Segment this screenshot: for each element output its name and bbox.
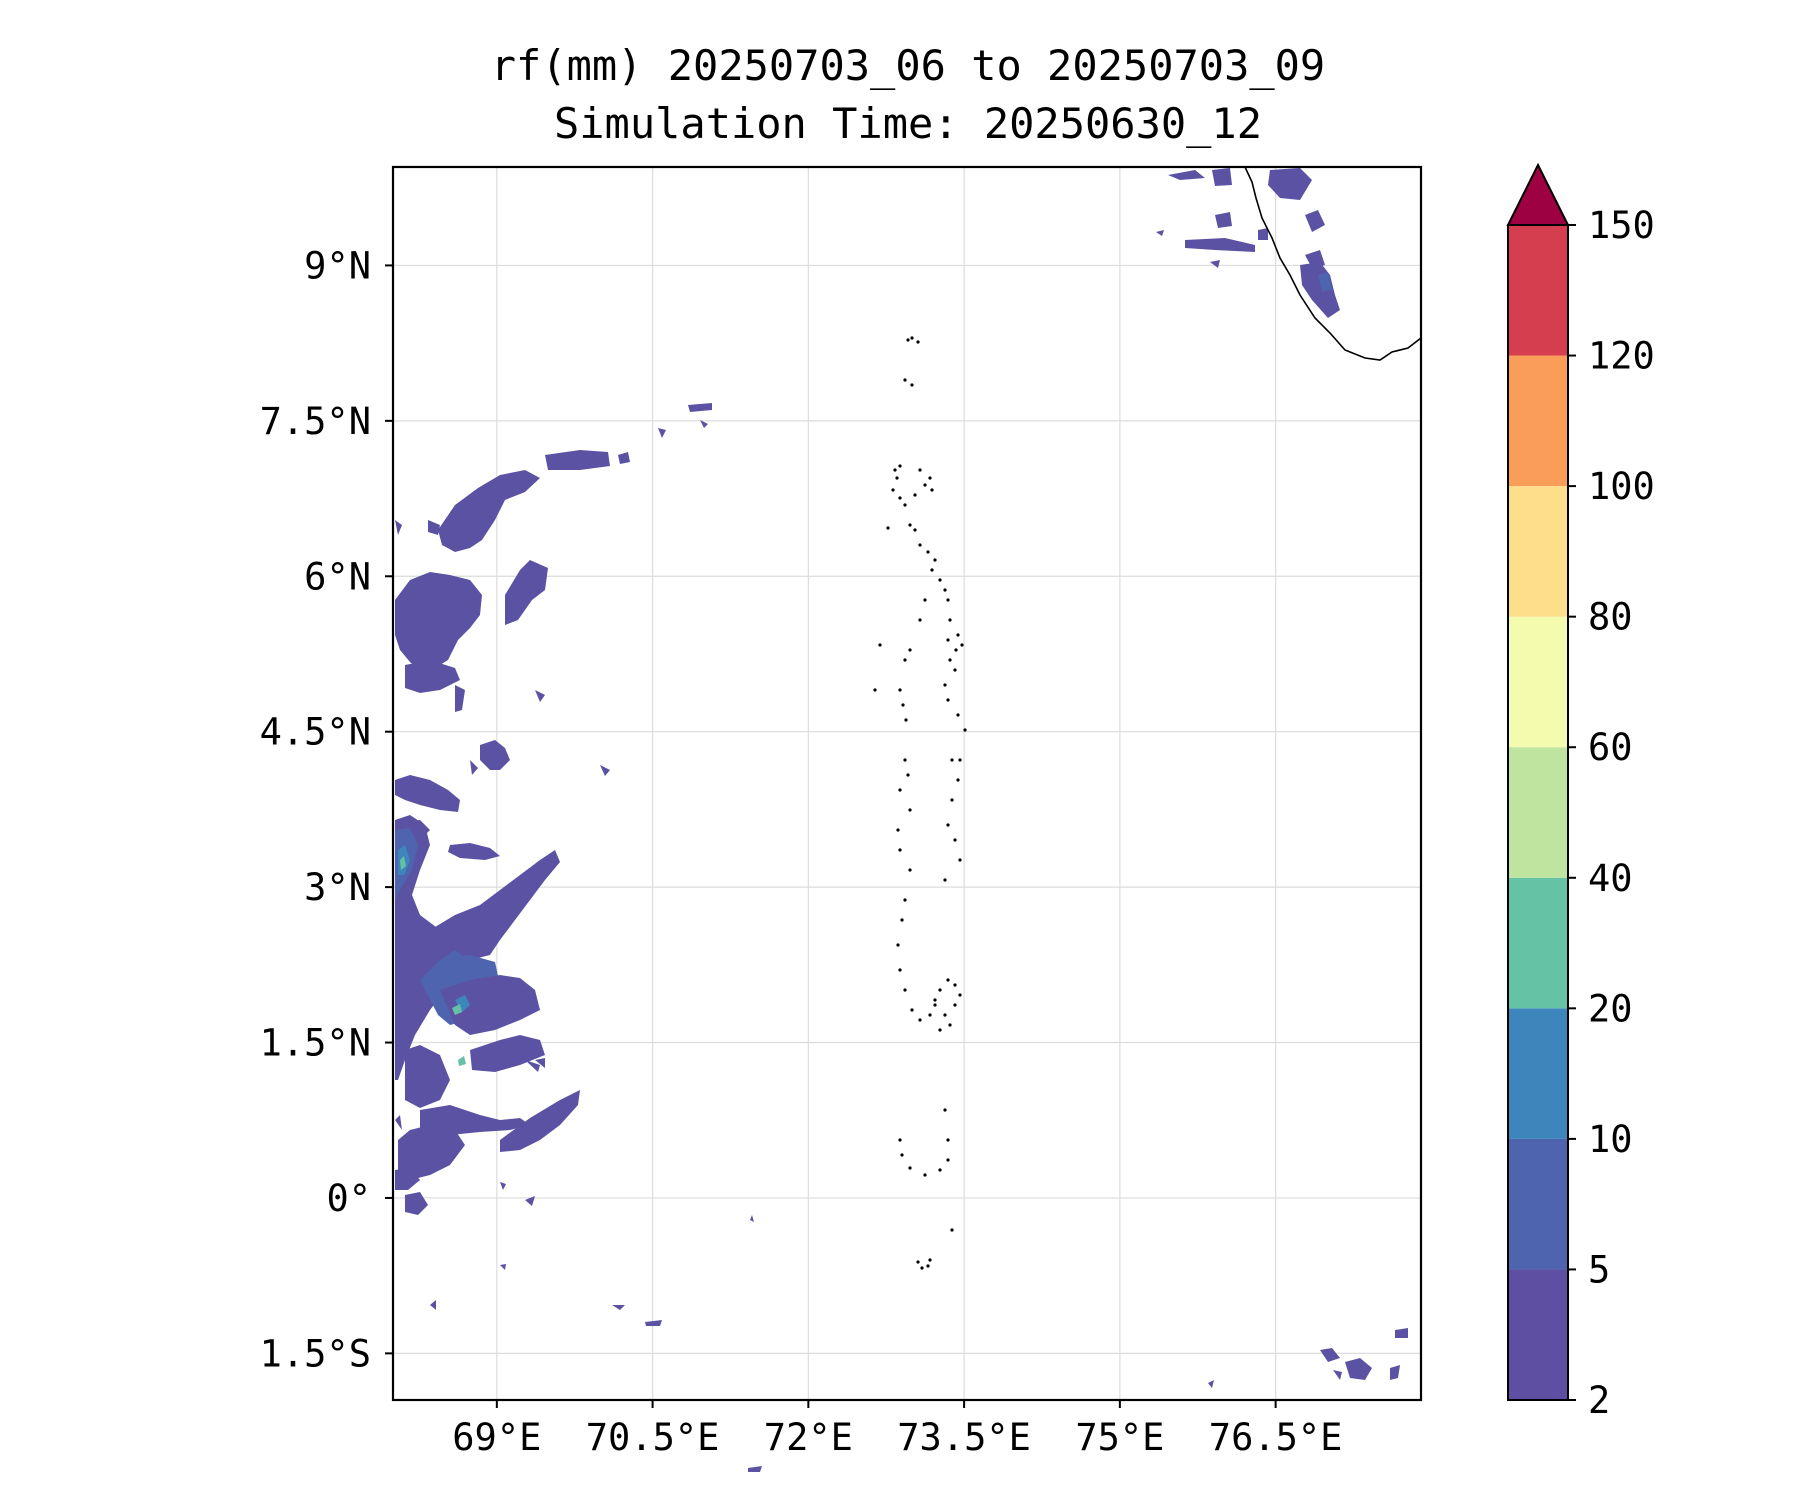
- colorbar-tick-label: 100: [1588, 465, 1655, 508]
- rainfall-contours: [395, 168, 1408, 1472]
- maldives-atolls: [873, 336, 967, 1270]
- x-tick-label: 76.5°E: [1209, 1416, 1343, 1459]
- colorbar: 2 5 10 20 40 60 80 100 120 150: [1506, 162, 1655, 1422]
- colorbar-tick-label: 80: [1588, 596, 1633, 639]
- y-axis-ticks: 9°N 7.5°N 6°N 4.5°N 3°N 1.5°N 0° 1.5°S: [260, 244, 393, 1375]
- y-tick-label: 7.5°N: [260, 400, 371, 443]
- map-axes: 69°E 70.5°E 72°E 73.5°E 75°E 76.5°E 9°N 7.5°N 6…: [260, 165, 1423, 1472]
- colorbar-band: [1508, 225, 1568, 356]
- colorbar-extend-arrow: [1506, 162, 1570, 226]
- coastline-india: [1244, 166, 1422, 361]
- title-line-2: Simulation Time: 20250630_12: [554, 99, 1262, 148]
- map-frame: [391, 165, 1423, 1402]
- y-tick-label: 4.5°N: [260, 711, 371, 754]
- gridlines: [393, 167, 1421, 1400]
- y-tick-label: 0°: [326, 1177, 371, 1220]
- colorbar-band: [1508, 747, 1568, 878]
- y-tick-label: 9°N: [304, 244, 371, 287]
- colorbar-tick-label: 40: [1588, 857, 1633, 900]
- colorbar-ticks: 2 5 10 20 40 60 80 100 120 150: [1568, 204, 1655, 1422]
- colorbar-band: [1508, 616, 1568, 748]
- map-background: [393, 167, 1421, 1400]
- colorbar-band: [1508, 1269, 1568, 1400]
- colorbar-tick-label: 150: [1588, 204, 1655, 247]
- colorbar-band: [1508, 486, 1568, 617]
- colorbar-tick-label: 120: [1588, 335, 1655, 378]
- y-tick-label: 1.5°N: [260, 1022, 371, 1065]
- colorbar-tick-label: 20: [1588, 987, 1633, 1030]
- colorbar-tick-label: 60: [1588, 726, 1633, 769]
- x-tick-label: 69°E: [452, 1416, 541, 1459]
- colorbar-band: [1508, 1008, 1568, 1139]
- colorbar-bands: [1507, 224, 1569, 1401]
- x-tick-label: 72°E: [764, 1416, 853, 1459]
- colorbar-band: [1508, 1138, 1568, 1270]
- colorbar-tick-label: 5: [1588, 1248, 1610, 1291]
- x-tick-label: 75°E: [1075, 1416, 1164, 1459]
- y-tick-label: 1.5°S: [260, 1332, 371, 1375]
- y-tick-label: 3°N: [304, 866, 371, 909]
- colorbar-band: [1508, 355, 1568, 487]
- colorbar-tick-label: 2: [1588, 1379, 1610, 1422]
- x-tick-label: 70.5°E: [586, 1416, 720, 1459]
- x-tick-label: 73.5°E: [897, 1416, 1031, 1459]
- title-line-1: rf(mm) 20250703_06 to 20250703_09: [491, 41, 1325, 90]
- x-axis-ticks: 69°E 70.5°E 72°E 73.5°E 75°E 76.5°E: [452, 1400, 1342, 1459]
- colorbar-tick-label: 10: [1588, 1118, 1633, 1161]
- y-tick-label: 6°N: [304, 555, 371, 598]
- colorbar-band: [1508, 877, 1568, 1009]
